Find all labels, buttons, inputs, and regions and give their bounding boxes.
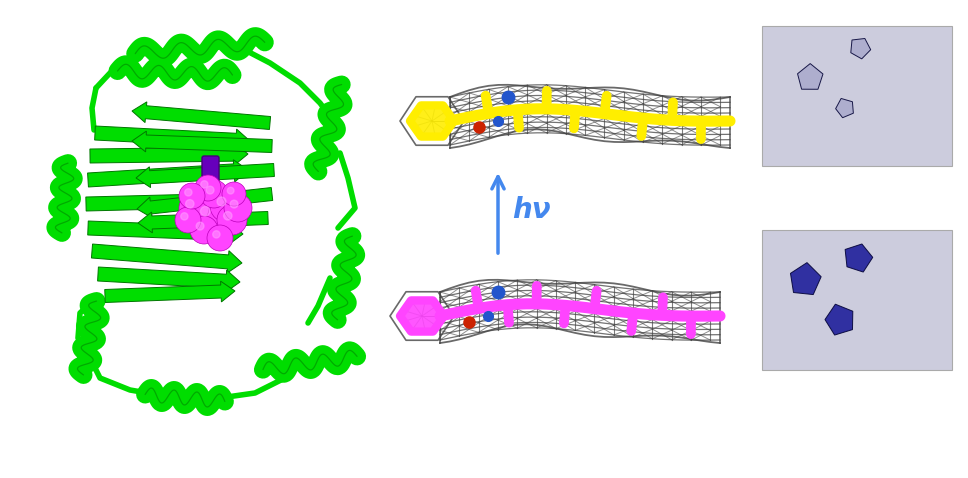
Polygon shape [851, 39, 870, 59]
FancyArrow shape [86, 189, 244, 212]
Circle shape [217, 205, 247, 235]
Polygon shape [791, 262, 821, 294]
Circle shape [181, 213, 188, 220]
Polygon shape [410, 106, 454, 137]
Circle shape [217, 197, 226, 206]
FancyArrow shape [98, 267, 240, 293]
Circle shape [227, 187, 234, 194]
FancyArrow shape [87, 160, 248, 187]
Circle shape [197, 222, 204, 230]
Circle shape [224, 194, 252, 222]
Circle shape [195, 175, 221, 201]
FancyArrow shape [138, 211, 268, 233]
Bar [762, 230, 952, 370]
Circle shape [179, 183, 205, 209]
Circle shape [213, 231, 220, 238]
Text: hν: hν [512, 196, 551, 224]
FancyArrow shape [132, 131, 272, 152]
Circle shape [222, 182, 246, 206]
FancyArrow shape [90, 143, 248, 165]
Polygon shape [400, 300, 444, 332]
Circle shape [224, 212, 232, 220]
FancyArrow shape [136, 163, 274, 187]
FancyArrow shape [95, 126, 250, 152]
Circle shape [200, 181, 208, 188]
FancyArrow shape [91, 244, 242, 273]
Circle shape [179, 193, 209, 223]
FancyArrow shape [132, 102, 271, 130]
Bar [762, 26, 952, 166]
Circle shape [206, 186, 214, 194]
Circle shape [193, 199, 227, 233]
Polygon shape [825, 304, 853, 335]
FancyArrow shape [88, 221, 243, 245]
Circle shape [200, 206, 210, 216]
Circle shape [190, 216, 218, 244]
Circle shape [200, 180, 228, 208]
Polygon shape [845, 244, 873, 272]
Polygon shape [835, 98, 854, 118]
Circle shape [210, 190, 242, 222]
Circle shape [185, 189, 192, 196]
Circle shape [207, 225, 233, 251]
Polygon shape [798, 64, 823, 89]
Circle shape [175, 207, 201, 233]
FancyBboxPatch shape [202, 156, 219, 184]
FancyArrow shape [137, 187, 273, 218]
FancyArrow shape [105, 281, 235, 303]
Circle shape [186, 200, 194, 208]
Circle shape [230, 200, 238, 208]
